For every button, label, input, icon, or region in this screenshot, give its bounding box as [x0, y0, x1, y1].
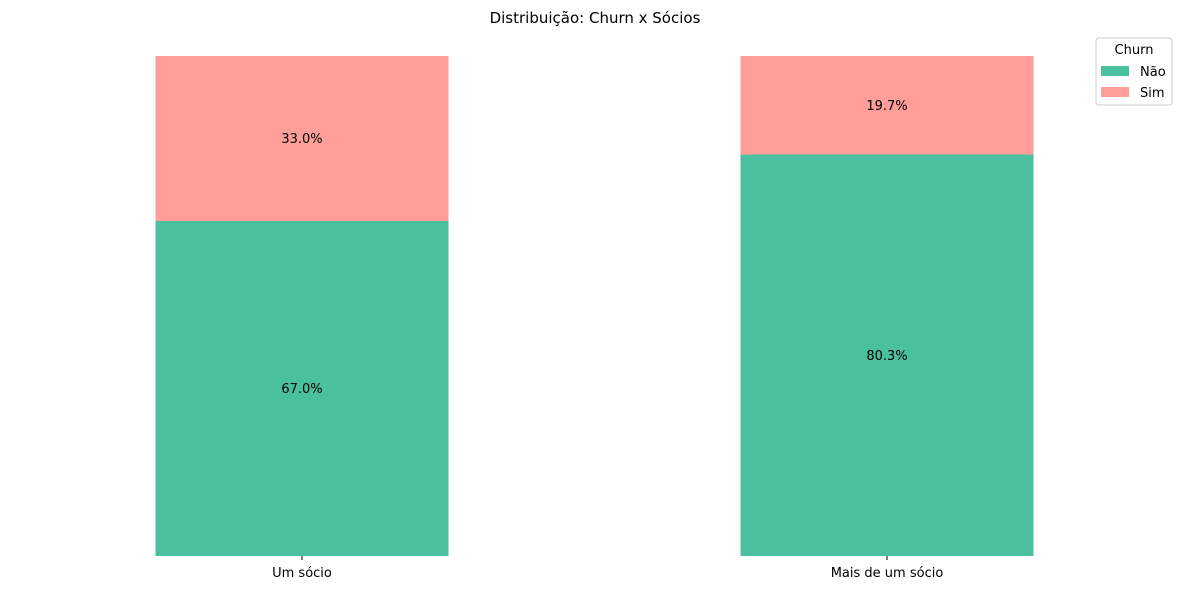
segment-value-label-1-1: 19.7%: [866, 99, 907, 114]
legend-title: Churn: [1115, 43, 1154, 58]
x-tick-label-1: Mais de um sócio: [831, 566, 944, 581]
segment-value-label-0-0: 67.0%: [281, 382, 322, 397]
bar-segment-sim-0: [155, 56, 449, 221]
segment-value-label-1-0: 80.3%: [866, 349, 907, 364]
chart-title: Distribuição: Churn x Sócios: [490, 9, 701, 27]
segment-value-label-0-1: 33.0%: [281, 132, 322, 147]
legend-swatch-nao: [1101, 66, 1129, 76]
bars-group: 67.0% 33.0% 80.3% 19.7%: [155, 56, 1034, 556]
legend-label-nao: Não: [1140, 65, 1166, 80]
x-tick-label-0: Um sócio: [272, 566, 332, 581]
x-axis: Um sócio Mais de um sócio: [272, 556, 943, 581]
bar-segment-nao-1: [740, 154, 1034, 556]
legend: Churn Não Sim: [1095, 37, 1173, 106]
legend-swatch-sim: [1101, 87, 1129, 97]
legend-label-sim: Sim: [1140, 86, 1165, 101]
bar-segment-nao-0: [155, 221, 449, 556]
bar-segment-sim-1: [740, 56, 1034, 155]
